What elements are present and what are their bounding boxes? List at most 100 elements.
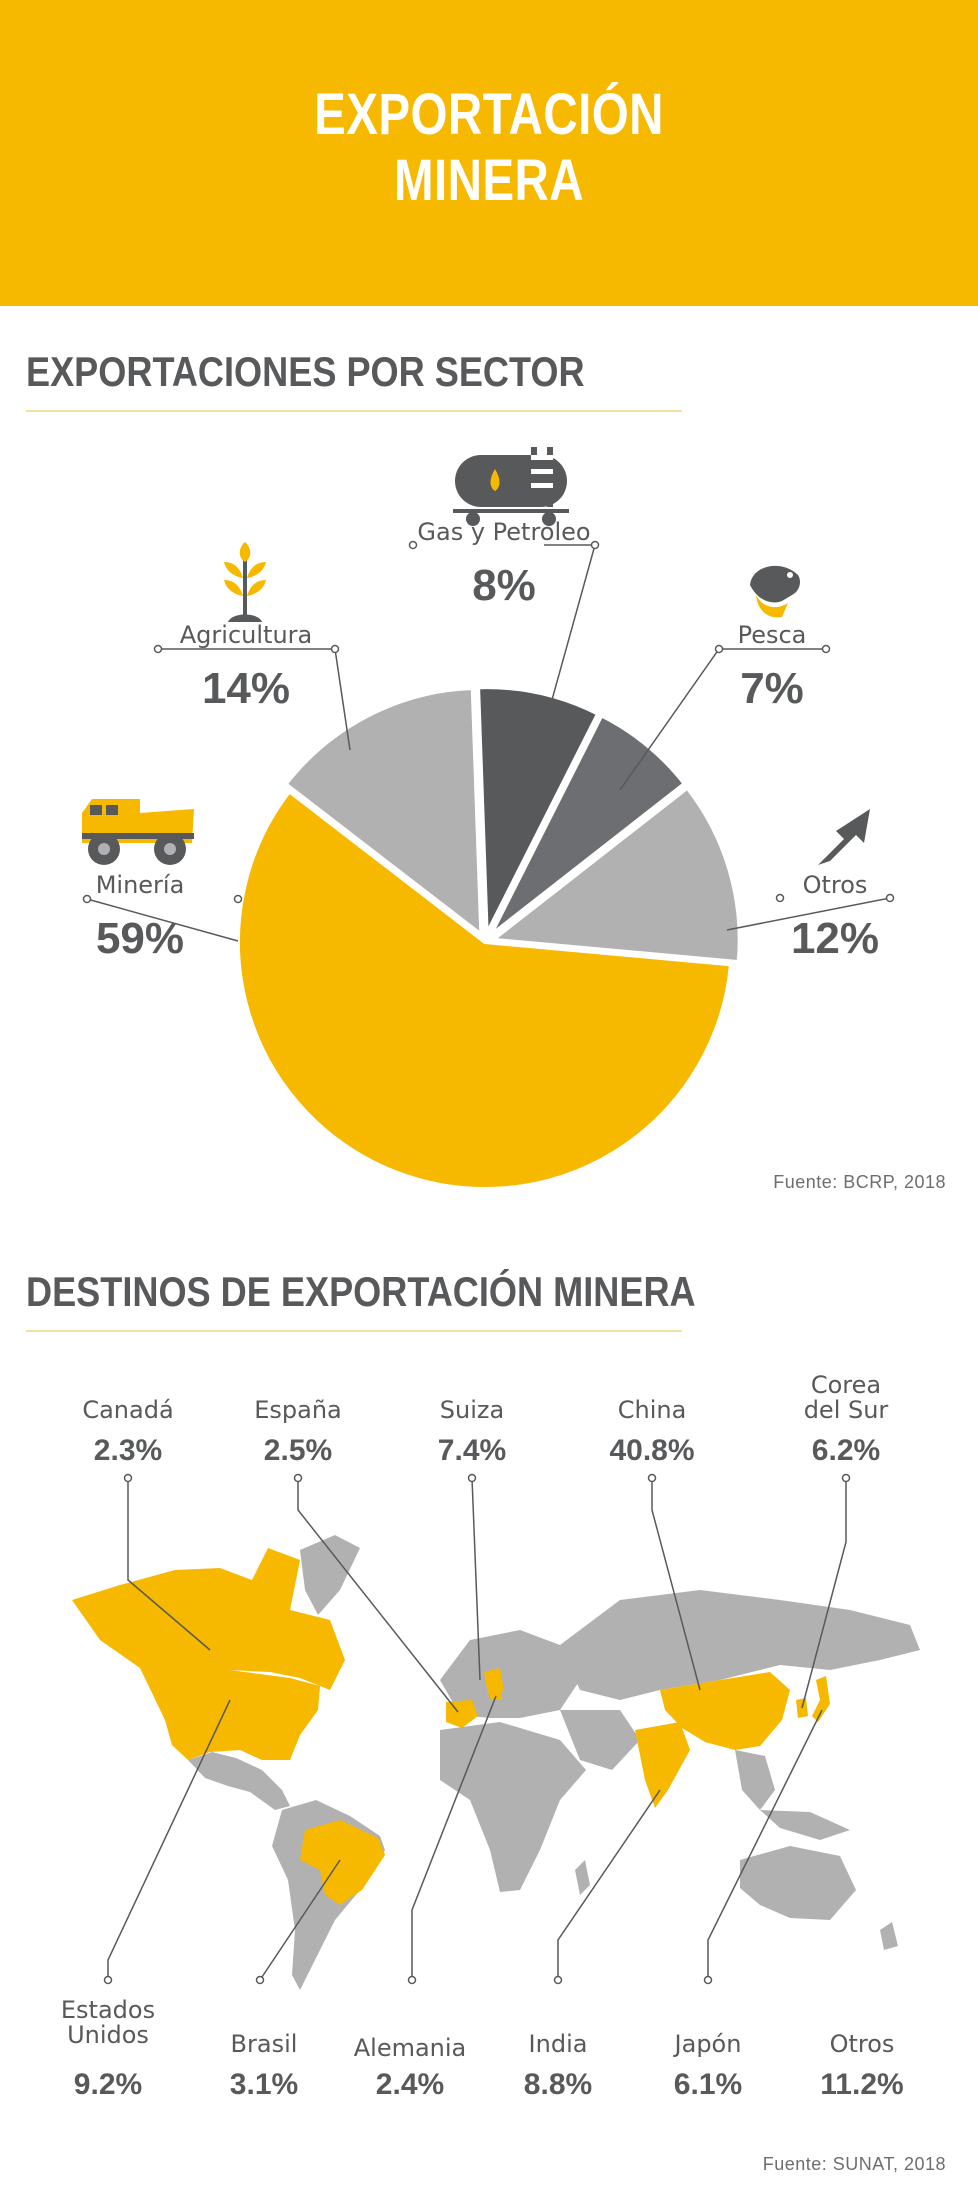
leader-dot bbox=[885, 893, 895, 903]
leader-dot bbox=[553, 1975, 563, 1985]
slice-label-pesca: Pesca bbox=[738, 621, 807, 649]
country-name-brasil: Brasil bbox=[231, 2030, 298, 2058]
sector-source-note: Fuente: BCRP, 2018 bbox=[773, 1172, 946, 1192]
map-usa bbox=[140, 1668, 320, 1760]
page-title-line-2: MINERA bbox=[393, 148, 585, 213]
country-name-suiza: Suiza bbox=[440, 1396, 504, 1424]
leader-brasil bbox=[259, 1859, 341, 1981]
country-name-otros: Otros bbox=[830, 2030, 895, 2058]
pie-slice-miner-a bbox=[236, 788, 734, 1191]
leader-dot bbox=[233, 894, 243, 904]
map-brazil bbox=[300, 1820, 385, 1905]
leader-dots bbox=[82, 540, 895, 904]
country-value-japon: 6.1% bbox=[674, 2068, 742, 2101]
map-spain bbox=[446, 1700, 478, 1728]
slice-label-gas: Gas y Petróleo bbox=[417, 518, 590, 546]
map-china bbox=[660, 1672, 790, 1750]
leader-dot bbox=[841, 1473, 851, 1483]
slice-label-agricultura: Agricultura bbox=[180, 621, 312, 649]
slice-value-mineria: 59% bbox=[96, 914, 184, 963]
tanker-icon bbox=[453, 447, 569, 526]
destinations-section-title: DESTINOS DE EXPORTACIÓN MINERA bbox=[26, 1268, 696, 1315]
leader-dot bbox=[714, 644, 724, 654]
leader-dot bbox=[82, 894, 92, 904]
leader-dot bbox=[408, 540, 418, 550]
leader-usa bbox=[107, 1699, 231, 1980]
leader-japon bbox=[707, 1709, 823, 1980]
leader-canada bbox=[127, 1478, 211, 1651]
map-japan bbox=[812, 1676, 830, 1722]
destination-leader-lines bbox=[107, 1477, 847, 1981]
leader-corea bbox=[801, 1478, 847, 1709]
country-name-corea-line2: del Sur bbox=[804, 1396, 889, 1424]
leader-dot bbox=[775, 893, 785, 903]
country-name-usa-line1: Estados bbox=[61, 1996, 155, 2024]
leader-dot bbox=[407, 1975, 417, 1985]
pie-slice-agricultura bbox=[282, 685, 484, 940]
map-germany bbox=[490, 1690, 502, 1700]
leader-china bbox=[651, 1478, 701, 1691]
leader-suiza bbox=[471, 1477, 481, 1681]
page-title: EXPORTACIÓN MINERA bbox=[88, 82, 890, 214]
leader-dot bbox=[821, 644, 831, 654]
country-value-brasil: 3.1% bbox=[230, 2068, 298, 2101]
dump-truck-icon bbox=[82, 799, 194, 865]
leader-dot bbox=[153, 644, 163, 654]
leader-india bbox=[557, 1789, 661, 1980]
country-value-otros: 11.2% bbox=[820, 2068, 903, 2101]
leader-dot bbox=[703, 1975, 713, 1985]
leader-dot bbox=[647, 1473, 657, 1483]
map-switzerland bbox=[484, 1668, 504, 1694]
leader-dot bbox=[590, 540, 600, 550]
country-value-suiza: 7.4% bbox=[438, 1434, 506, 1467]
country-name-japon: Japón bbox=[673, 2030, 742, 2058]
slice-value-pesca: 7% bbox=[740, 664, 804, 713]
slice-label-otros: Otros bbox=[803, 871, 868, 899]
leader-dot bbox=[330, 644, 340, 654]
country-value-india: 8.8% bbox=[524, 2068, 592, 2101]
pie-slice-otros bbox=[487, 784, 742, 965]
pie-slice-gas-y-petr-leo bbox=[476, 685, 601, 936]
country-value-alemania: 2.4% bbox=[376, 2068, 444, 2101]
leader-dot bbox=[293, 1473, 303, 1483]
fish-icon bbox=[750, 565, 800, 618]
slice-value-gas: 8% bbox=[472, 561, 536, 610]
country-value-china: 40.8% bbox=[609, 1434, 694, 1467]
country-value-espana: 2.5% bbox=[264, 1434, 332, 1467]
pie-slice-pesca bbox=[488, 712, 688, 938]
country-name-espana: España bbox=[254, 1396, 342, 1424]
sector-pie-chart bbox=[236, 685, 742, 1191]
leader-line-otros-right bbox=[726, 897, 891, 931]
world-map bbox=[72, 1535, 920, 1990]
slice-value-agricultura: 14% bbox=[202, 664, 290, 713]
country-value-usa: 9.2% bbox=[74, 2068, 142, 2101]
map-canada bbox=[72, 1548, 345, 1690]
country-name-alemania: Alemania bbox=[354, 2034, 467, 2062]
country-name-corea-line1: Corea bbox=[811, 1371, 881, 1399]
leader-dot bbox=[103, 1975, 113, 1985]
leader-dot bbox=[123, 1473, 133, 1483]
page-title-line-1: EXPORTACIÓN bbox=[314, 82, 664, 147]
sector-section-title: EXPORTACIONES POR SECTOR bbox=[26, 348, 585, 395]
destinations-source-note: Fuente: SUNAT, 2018 bbox=[762, 2154, 946, 2174]
leader-dot bbox=[467, 1473, 477, 1483]
sector-section-rule bbox=[26, 410, 682, 412]
country-name-india: India bbox=[529, 2030, 588, 2058]
leader-dot bbox=[255, 1975, 265, 1985]
leader-alemania bbox=[411, 1695, 497, 1980]
country-name-canada: Canadá bbox=[82, 1396, 173, 1424]
slice-value-otros: 12% bbox=[791, 914, 879, 963]
plant-icon bbox=[224, 542, 266, 622]
leader-espana bbox=[297, 1478, 459, 1713]
country-value-corea: 6.2% bbox=[812, 1434, 880, 1467]
country-name-usa-line2: Unidos bbox=[67, 2021, 149, 2049]
country-value-canada: 2.3% bbox=[94, 1434, 162, 1467]
slice-label-mineria: Minería bbox=[96, 871, 185, 899]
country-name-china: China bbox=[618, 1396, 687, 1424]
destinations-section-rule bbox=[26, 1330, 682, 1332]
destination-dots bbox=[103, 1473, 851, 1985]
leader-line-otros bbox=[86, 898, 239, 942]
arrow-up-right-icon bbox=[818, 809, 870, 865]
header-banner: EXPORTACIÓN MINERA bbox=[0, 0, 978, 306]
